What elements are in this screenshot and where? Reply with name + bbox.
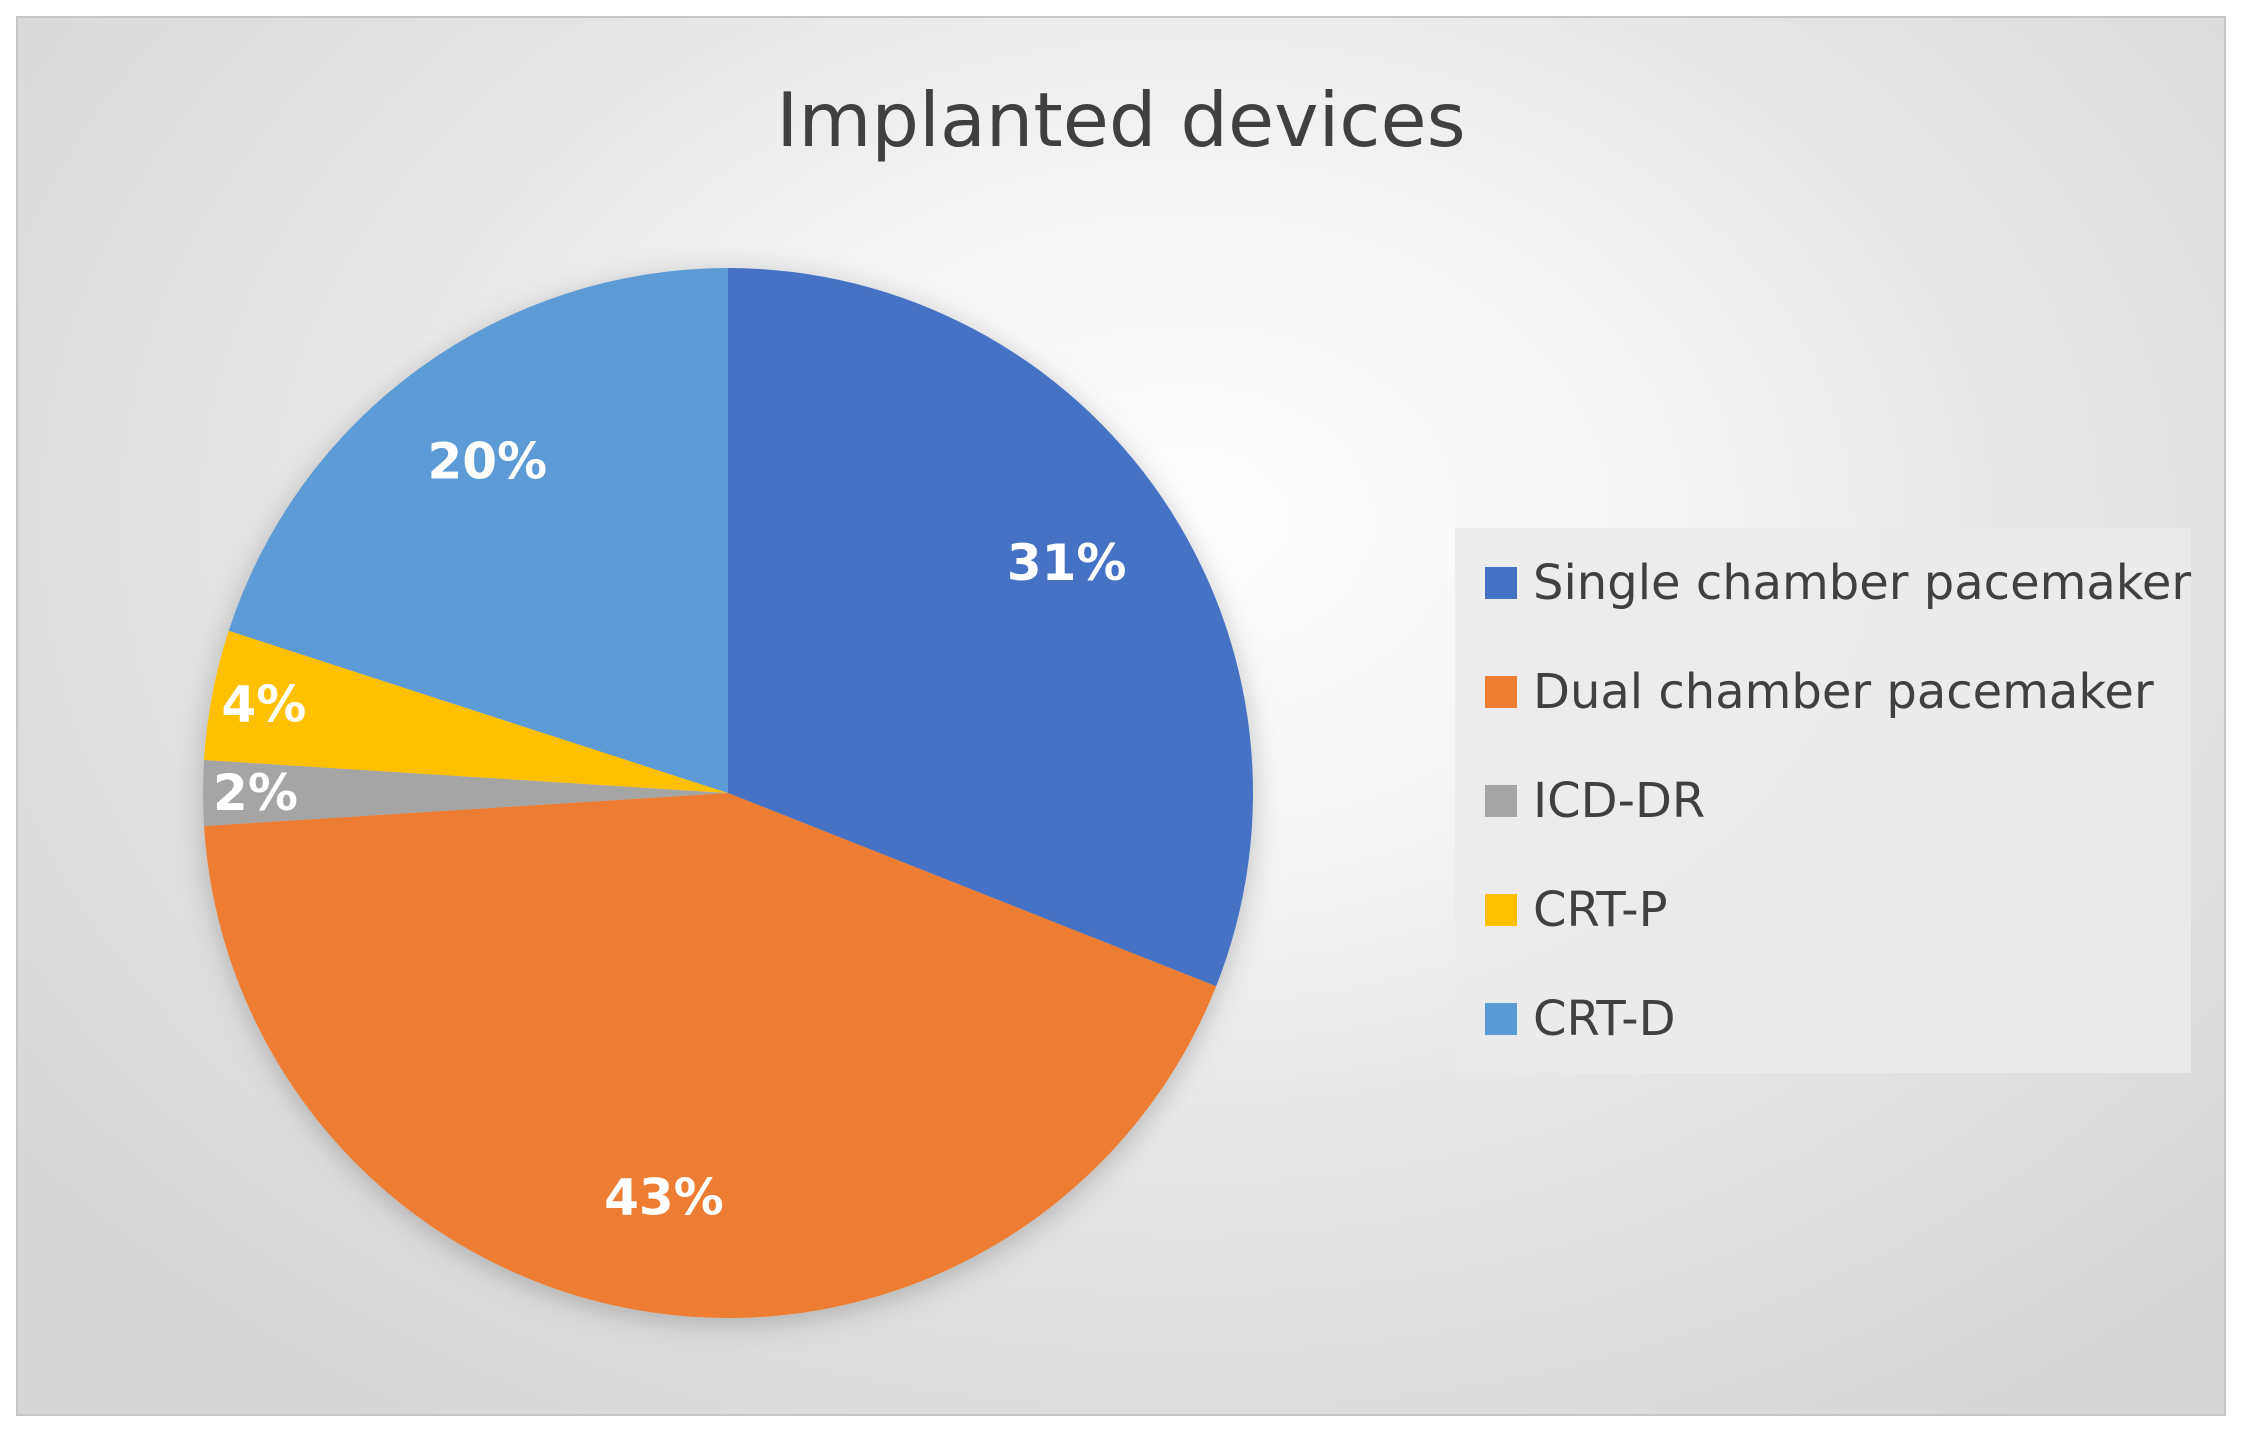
data-label-single-chamber-pacemaker: 31% xyxy=(1007,534,1127,592)
data-label-icd-dr: 2% xyxy=(213,764,298,822)
legend: Single chamber pacemaker Dual chamber pac… xyxy=(1455,528,2191,1073)
legend-swatch-single-chamber-pacemaker xyxy=(1485,567,1517,599)
pie-slice-dual-chamber-pacemaker xyxy=(204,793,1217,1318)
legend-swatch-crt-p xyxy=(1485,894,1517,926)
legend-label-crt-d: CRT-D xyxy=(1533,991,1676,1047)
legend-swatch-icd-dr xyxy=(1485,785,1517,817)
pie-slice-crt-d xyxy=(228,268,729,793)
chart-title: Implanted devices xyxy=(776,76,1466,164)
slice-labels: 31% 43% 2% 4% 20% xyxy=(213,433,1126,1227)
legend-label-crt-p: CRT-P xyxy=(1533,882,1668,938)
pie xyxy=(203,268,1253,1318)
legend-background xyxy=(1455,528,2191,1073)
legend-swatch-dual-chamber-pacemaker xyxy=(1485,676,1517,708)
legend-swatch-crt-d xyxy=(1485,1003,1517,1035)
chart-frame: Implanted devices 31% 43% 2% 4% 20% Single c… xyxy=(16,16,2226,1416)
pie-chart: Implanted devices 31% 43% 2% 4% 20% Single c… xyxy=(203,76,2191,1318)
data-label-dual-chamber-pacemaker: 43% xyxy=(604,1168,724,1226)
legend-label-dual-chamber-pacemaker: Dual chamber pacemaker xyxy=(1533,664,2154,720)
data-label-crt-d: 20% xyxy=(427,433,547,491)
legend-label-single-chamber-pacemaker: Single chamber pacemaker xyxy=(1533,555,2191,611)
data-label-crt-p: 4% xyxy=(221,675,306,733)
legend-label-icd-dr: ICD-DR xyxy=(1533,773,1705,829)
pie-slice-crt-p xyxy=(204,630,729,793)
pie-slice-icd-dr xyxy=(203,760,728,826)
pie-slice-single-chamber-pacemaker xyxy=(728,268,1253,987)
